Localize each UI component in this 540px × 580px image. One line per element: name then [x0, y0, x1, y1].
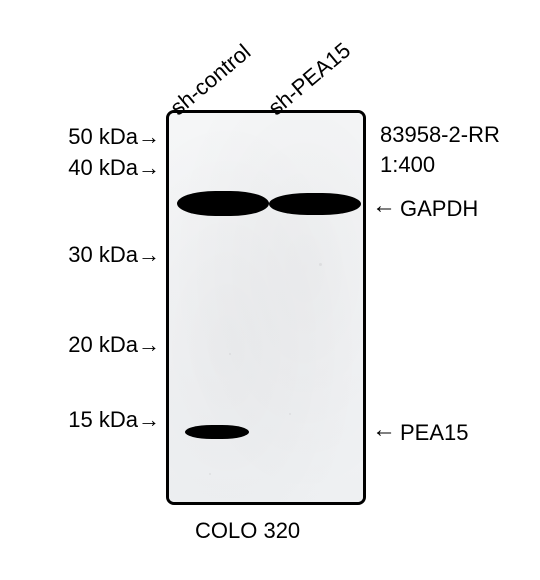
mw-label-20: 20 kDa→ — [68, 332, 160, 358]
sample-label: COLO 320 — [195, 518, 300, 544]
mw-label-30: 30 kDa→ — [68, 242, 160, 268]
blot-shading — [169, 113, 363, 502]
speck — [229, 353, 231, 355]
speck — [319, 263, 322, 266]
antibody-dilution: 1:400 — [380, 152, 435, 178]
watermark-wrap: WWW.PTGLAB.COM — [0, 60, 32, 520]
arrow-gapdh: ← — [372, 192, 396, 220]
label-gapdh: GAPDH — [400, 196, 478, 222]
band-pea15-lane1 — [185, 425, 249, 439]
arrow-pea15: ← — [372, 416, 396, 444]
band-gapdh-lane2 — [269, 193, 361, 215]
figure-container: WWW.PTGLAB.COM sh-control sh-PEA15 50 kD… — [0, 0, 540, 580]
label-pea15: PEA15 — [400, 420, 469, 446]
speck — [289, 413, 291, 415]
lane-label-sh-control: sh-control — [165, 39, 256, 121]
mw-label-50: 50 kDa→ — [68, 124, 160, 150]
band-gapdh-lane1 — [177, 191, 269, 216]
lane-label-sh-pea15: sh-PEA15 — [263, 37, 356, 121]
catalog-number: 83958-2-RR — [380, 122, 500, 148]
mw-label-15: 15 kDa→ — [68, 407, 160, 433]
speck — [209, 473, 211, 475]
mw-label-40: 40 kDa→ — [68, 155, 160, 181]
blot-membrane — [166, 110, 366, 505]
